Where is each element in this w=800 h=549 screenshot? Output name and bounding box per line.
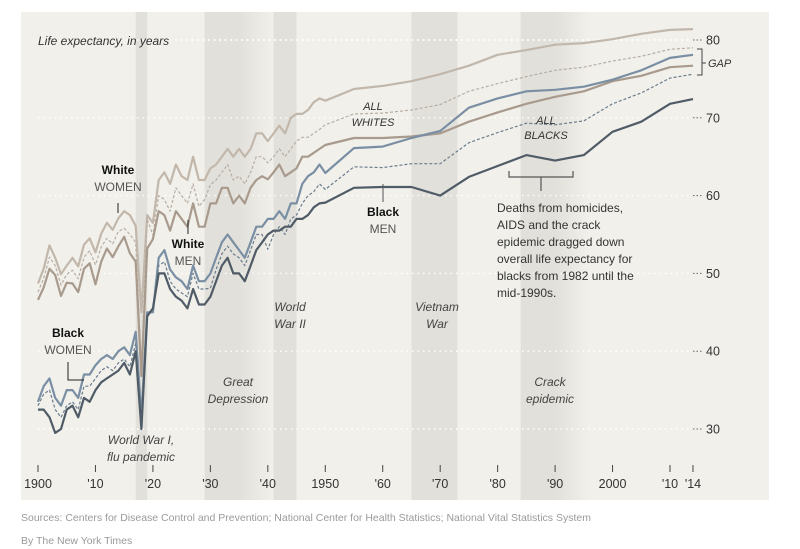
x-tick-label: '10 (87, 477, 103, 491)
x-axis-ticks: 1900 '10 '20 '30 '40 1950 '60 '70 '80 '90 2000 '10 '… (24, 465, 701, 491)
all-blacks-label-2: BLACKS (524, 130, 568, 142)
black-women-leader (67, 362, 84, 381)
note-line-1: Deaths from homicides, (497, 201, 623, 215)
byline: By The New York Times (21, 535, 133, 547)
white-women-label: White WOMEN (94, 163, 142, 213)
black-women-label: Black WOMEN (44, 326, 92, 381)
depression-label-1: Great (223, 375, 254, 389)
all-whites-label-1: ALL (362, 101, 383, 113)
period-labels: World War I, flu pandemic Great Depressi… (107, 300, 574, 464)
crack-note-bracket (508, 171, 574, 191)
white-men-label-bold: White (172, 237, 205, 251)
y-axis-ticks: 30 40 50 60 70 80 (693, 34, 720, 437)
x-tick-label: '10 (662, 477, 678, 491)
x-tick-label: '14 (685, 477, 701, 491)
gap-label: GAP (708, 58, 732, 70)
y-tick-label: 60 (706, 189, 720, 203)
all-whites-label-2: WHITES (352, 117, 395, 129)
x-tick-label: '60 (375, 477, 391, 491)
vietnam-label-1: Vietnam (415, 300, 459, 314)
x-tick-label: '90 (547, 477, 563, 491)
black-men-label: Black MEN (367, 184, 399, 236)
y-axis-title: Life expectancy, in years (38, 34, 169, 48)
ww2-label-1: World (274, 300, 306, 314)
note-line-4: overall life expectancy for (497, 252, 632, 266)
all-whites-label: ALL WHITES (352, 101, 395, 129)
white-women-label-text: WOMEN (94, 180, 141, 194)
shaded-period-world-war-ii (273, 12, 297, 500)
crack-note: Deaths from homicides, AIDS and the crac… (497, 201, 634, 300)
y-tick-label: 40 (706, 345, 720, 359)
x-tick-label: '70 (432, 477, 448, 491)
black-women-label-text: WOMEN (44, 343, 91, 357)
crack-label-2: epidemic (526, 392, 574, 406)
series-line-white-women (36, 28, 694, 314)
depression-label-2: Depression (208, 392, 269, 406)
white-women-label-bold: White (102, 163, 135, 177)
black-women-label-bold: Black (52, 326, 84, 340)
all-blacks-label-1: ALL (535, 115, 556, 127)
x-tick-label: 1900 (24, 477, 52, 491)
note-line-5: blacks from 1982 until the (497, 269, 634, 283)
series-line-all-whites (37, 47, 694, 369)
gridlines (38, 39, 690, 430)
white-men-label-text: MEN (175, 254, 202, 268)
x-tick-label: '30 (202, 477, 218, 491)
crack-label-1: Crack (534, 375, 566, 389)
ww1-label-1: World War I, (108, 433, 174, 447)
gap-bracket: GAP (697, 48, 732, 76)
black-men-label-bold: Black (367, 205, 399, 219)
shaded-period-vietnam-war (411, 12, 458, 500)
y-tick-label: 80 (706, 34, 720, 48)
series-line-black-men (38, 98, 694, 434)
note-line-6: mid-1990s. (497, 286, 556, 300)
x-tick-label: '40 (260, 477, 276, 491)
series-line-all-blacks (37, 73, 694, 426)
series-line-black-women (36, 53, 694, 419)
y-tick-label: 50 (706, 267, 720, 281)
note-line-3: epidemic dragged down (497, 235, 624, 249)
shaded-period-world-war-i-flu-pandemic (135, 12, 148, 500)
gap-bracket-line (697, 48, 703, 76)
white-men-label: White MEN (172, 220, 205, 268)
x-tick-label: '80 (489, 477, 505, 491)
x-tick-label: 2000 (599, 477, 627, 491)
all-blacks-label: ALL BLACKS (524, 115, 568, 142)
note-line-2: AIDS and the crack (497, 218, 601, 232)
shaded-period-great-depression (204, 12, 274, 500)
x-tick-label: 1950 (311, 477, 339, 491)
series-lines (36, 28, 694, 434)
ww1-label-2: flu pandemic (107, 450, 175, 464)
x-tick-label: '20 (145, 477, 161, 491)
black-men-label-text: MEN (370, 222, 397, 236)
ww2-label-2: War II (274, 317, 306, 331)
historical-period-shading (135, 12, 590, 500)
y-tick-label: 30 (706, 423, 720, 437)
y-tick-label: 70 (706, 111, 720, 125)
series-line-white-men (36, 64, 694, 378)
vietnam-label-2: War (426, 317, 449, 331)
sources-note: Sources: Centers for Disease Control and… (21, 512, 591, 524)
